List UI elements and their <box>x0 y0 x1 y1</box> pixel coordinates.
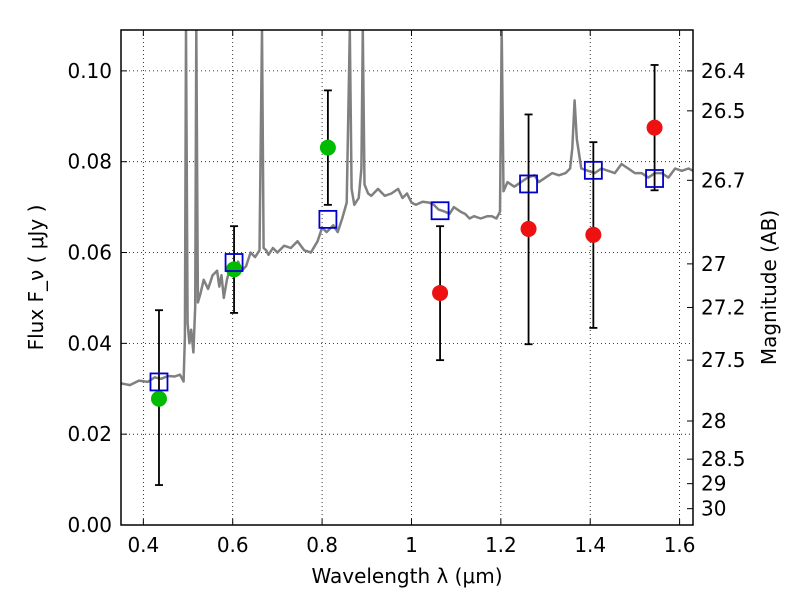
x-tick-label: 1.6 <box>664 533 696 557</box>
y2-tick-label: 27.2 <box>701 295 746 319</box>
green-data-point <box>319 139 336 156</box>
y2-tick-label: 27.5 <box>701 348 746 372</box>
x-tick-label: 0.4 <box>127 533 159 557</box>
x-tick-label: 1.4 <box>574 533 606 557</box>
x-tick-label: 1 <box>405 533 418 557</box>
grid-lines <box>121 30 693 526</box>
x-tick-label: 0.8 <box>306 533 338 557</box>
model-photometry-square <box>149 372 169 392</box>
y-tick-label: 0.08 <box>67 150 112 174</box>
green-data-point <box>150 390 167 407</box>
green-data-point <box>226 261 243 278</box>
y2-tick-label: 26.4 <box>701 59 746 83</box>
model-photometry-square <box>318 209 338 229</box>
model-spectrum <box>121 30 693 387</box>
red-data-point <box>432 284 449 301</box>
y2-tick-label: 29 <box>701 472 726 496</box>
red-data-point <box>585 226 602 243</box>
x-tick-label: 0.6 <box>217 533 249 557</box>
plot-frame <box>120 29 694 526</box>
model-photometry-square <box>583 160 603 180</box>
y-tick-label: 0.00 <box>67 513 112 537</box>
model-photometry-square <box>430 201 450 221</box>
y-tick-label: 0.02 <box>67 422 112 446</box>
y-tick-label: 0.10 <box>67 59 112 83</box>
data-markers <box>149 119 664 407</box>
model-photometry-square <box>224 253 244 272</box>
model-photometry-square <box>519 174 538 194</box>
y-tick-label: 0.06 <box>67 241 112 265</box>
model-photometry-square <box>645 169 664 188</box>
y2-tick-label: 30 <box>701 497 726 521</box>
y2-tick-label: 26.7 <box>701 168 746 192</box>
y-axis-title: Flux F_ν ( μJy ) <box>24 205 48 351</box>
y2-tick-label: 27 <box>701 252 726 276</box>
y2-tick-label: 28.5 <box>701 447 746 471</box>
x-axis-title: Wavelength λ (μm) <box>311 564 502 588</box>
y2-tick-label: 28 <box>701 409 726 433</box>
axis-ticks: 0.4 0.6 0.8 1 1.2 1.4 1.6 0.00 0.02 0.04 0.06 0.08 0… <box>67 30 746 557</box>
y2-axis-title: Magnitude (AB) <box>757 210 781 365</box>
model-spectrum-line <box>121 30 693 387</box>
y2-tick-label: 26.5 <box>701 99 746 123</box>
x-tick-label: 1.2 <box>485 533 517 557</box>
y-tick-label: 0.04 <box>67 331 112 355</box>
red-data-point <box>646 119 663 136</box>
red-data-point <box>520 220 537 237</box>
